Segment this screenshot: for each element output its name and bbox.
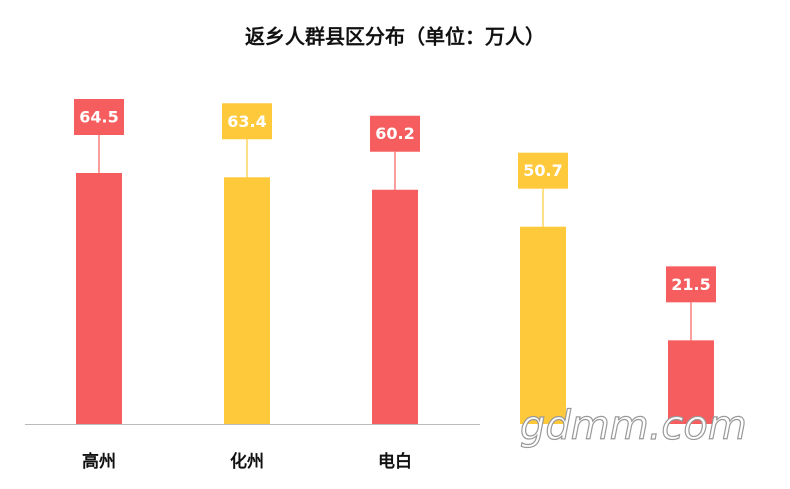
value-label: 60.2 xyxy=(375,124,414,143)
bar xyxy=(76,173,122,424)
x-tick-label: 电白 xyxy=(378,451,412,472)
bar xyxy=(520,226,566,424)
label-box xyxy=(74,99,124,135)
x-tick-label: 化州 xyxy=(230,451,264,472)
label-box xyxy=(518,152,568,189)
bar xyxy=(668,340,714,424)
watermark: gdmm.com xyxy=(520,403,747,449)
value-label: 50.7 xyxy=(523,161,562,180)
value-label: 63.4 xyxy=(227,112,266,131)
value-label: 21.5 xyxy=(671,275,710,294)
value-label: 64.5 xyxy=(79,108,118,127)
x-tick-label: 高州 xyxy=(82,451,116,472)
bar xyxy=(372,189,418,424)
chart-title: 返乡人群县区分布（单位：万人） xyxy=(245,25,545,49)
label-box xyxy=(370,115,420,152)
label-box xyxy=(222,103,272,140)
label-box xyxy=(666,266,716,303)
bar xyxy=(224,177,270,424)
